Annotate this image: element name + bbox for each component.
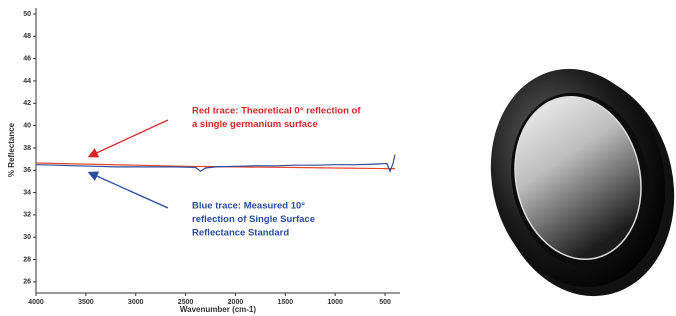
x-tick-label: 2500 [178, 299, 194, 306]
y-tick-label: 42 [23, 100, 31, 107]
lens-image [471, 53, 676, 313]
y-tick-label: 28 [23, 256, 31, 263]
y-tick-label: 36 [23, 167, 31, 174]
y-tick-label: 40 [23, 122, 31, 129]
y-tick-label: 26 [23, 279, 31, 286]
y-tick-label: 44 [23, 78, 31, 85]
y-axis-label: % Reflectance [7, 122, 16, 177]
y-tick-label: 50 [23, 11, 31, 18]
blue-arrow [90, 173, 168, 208]
y-tick-label: 32 [23, 212, 31, 219]
y-tick-label: 30 [23, 234, 31, 241]
x-tick-label: 500 [379, 299, 391, 306]
y-tick-label: 34 [23, 189, 31, 196]
x-axis-label: Wavenumber (cm-1) [180, 305, 257, 314]
y-tick-label: 38 [23, 145, 31, 152]
annotation: Red trace: Theoretical 0° reflection of [192, 106, 361, 117]
annotation: a single germanium surface [192, 119, 318, 130]
x-tick-label: 3000 [128, 299, 144, 306]
x-tick-label: 1000 [327, 299, 343, 306]
red-arrow [90, 120, 168, 156]
chart: % Reflectance Wavenumber (cm-1) 26 28 30 32… [0, 0, 676, 316]
y-tick-label: 46 [23, 55, 31, 62]
annotation: reflection of Single Surface [192, 214, 315, 225]
x-tick-label: 4000 [28, 299, 44, 306]
x-tick-label: 3500 [78, 299, 94, 306]
annotation: Blue trace: Measured 10° [192, 201, 305, 212]
line-series [36, 155, 395, 172]
annotation: Reflectance Standard [192, 228, 289, 239]
y-tick-label: 48 [23, 33, 31, 40]
x-tick-label: 2000 [228, 299, 244, 306]
x-tick-label: 1500 [278, 299, 294, 306]
